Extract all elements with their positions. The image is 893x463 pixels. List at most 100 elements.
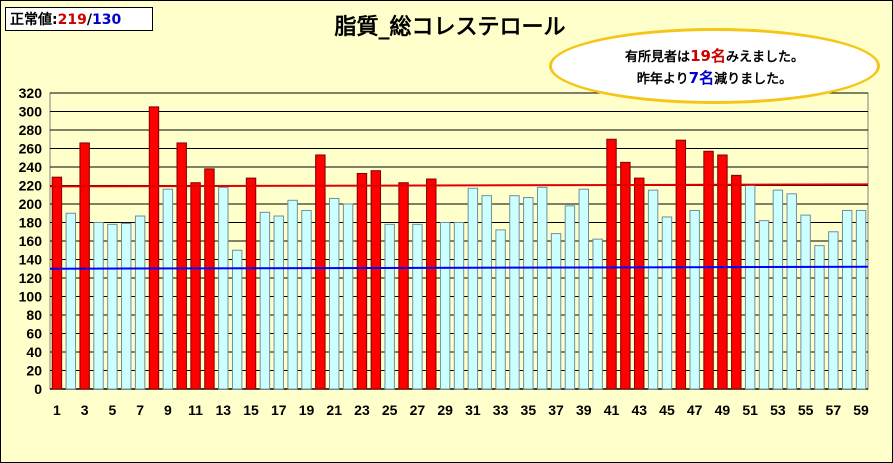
x-tick-label: 17 [271,402,287,418]
bar [412,223,423,390]
bar [231,249,243,390]
x-tick-label: 55 [798,402,814,418]
x-tick-label: 51 [742,402,758,418]
x-tick-label: 31 [465,402,481,418]
bar [384,223,395,390]
y-tick-label: 280 [19,122,43,138]
x-tick-label: 25 [382,402,398,418]
bar [273,215,284,390]
bar [578,188,589,390]
bar [287,199,298,390]
x-tick-label: 11 [188,402,203,418]
callout-text: みえました。 [725,50,804,65]
bar [495,229,506,390]
bar [51,176,63,390]
bar [855,209,867,390]
x-tick-label: 13 [216,402,232,418]
x-tick-label: 53 [770,402,786,418]
x-tick-label: 41 [604,402,620,418]
bar [176,142,187,390]
y-tick-label: 100 [19,289,43,305]
y-tick-label: 20 [26,363,42,379]
bar [661,216,673,390]
bars [51,106,867,390]
normal-range-label: 正常値:219/130 [5,7,153,31]
bar [134,215,146,390]
bar [370,170,382,390]
x-tick-label: 43 [631,402,647,418]
reference-line [49,183,869,188]
bar [758,220,770,390]
bar [315,154,326,390]
normal-range-prefix: 正常値: [10,12,58,28]
bar [592,238,603,390]
bar [550,233,562,390]
bar [121,222,132,390]
x-tick-label: 23 [354,402,370,418]
bar [509,195,520,390]
x-tick-label: 27 [410,402,426,418]
callout-text: 昨年より [636,72,689,87]
bar [398,182,409,390]
bar [342,203,354,390]
bar [620,161,631,390]
y-axis-labels: 0 20 40 60 80 100 120 140 160 180 200 220 240 260 280 3… [19,85,43,397]
bar [453,222,465,390]
bar [772,189,784,390]
x-tick-label: 3 [81,402,89,418]
bar [634,177,645,390]
x-tick-label: 7 [136,402,144,418]
y-tick-label: 160 [19,233,43,249]
bar [800,214,811,390]
bar [259,211,271,390]
bar [107,223,118,390]
y-tick-label: 320 [19,85,43,101]
y-tick-label: 40 [26,344,42,360]
bar [814,245,825,390]
callout-line-2: 昨年より7名減りました。 [552,68,877,90]
x-tick-label: 39 [576,402,592,418]
y-tick-label: 80 [26,307,42,323]
y-tick-label: 220 [19,178,43,194]
bar [79,142,90,390]
callout-text: 有所見者は [625,50,691,65]
callout-count-current: 19名 [690,47,726,65]
bar [606,138,617,390]
callout-ellipse: 有所見者は19名みえました。 昨年より7名減りました。 [549,28,880,104]
x-tick-label: 9 [164,402,172,418]
x-tick-label: 5 [108,402,116,418]
bar [841,209,853,390]
y-tick-label: 260 [19,141,43,157]
bar [426,178,437,390]
x-tick-label: 1 [53,402,61,418]
x-tick-label: 49 [715,402,731,418]
x-tick-label: 29 [437,402,453,418]
callout-text: 減りました。 [714,72,793,87]
y-tick-label: 300 [19,104,43,120]
bar [245,177,257,390]
reference-line [49,265,869,270]
bar [647,189,659,390]
bar [65,212,77,390]
x-tick-label: 37 [548,402,564,418]
y-tick-label: 240 [19,159,43,175]
bar [703,150,714,390]
bar [329,197,340,390]
bar [744,185,756,390]
bar [523,197,534,390]
bar [439,222,451,390]
bar [301,209,312,390]
bar [162,188,174,390]
bar [786,193,797,390]
bar [731,174,742,390]
bar [356,172,368,390]
bar [481,195,492,390]
x-tick-label: 19 [299,402,315,418]
callout-count-change: 7名 [688,69,715,87]
x-tick-label: 45 [659,402,675,418]
x-tick-label: 35 [521,402,537,418]
bar [828,231,839,390]
x-tick-label: 59 [853,402,869,418]
bar [218,186,229,390]
x-tick-label: 15 [243,402,259,418]
